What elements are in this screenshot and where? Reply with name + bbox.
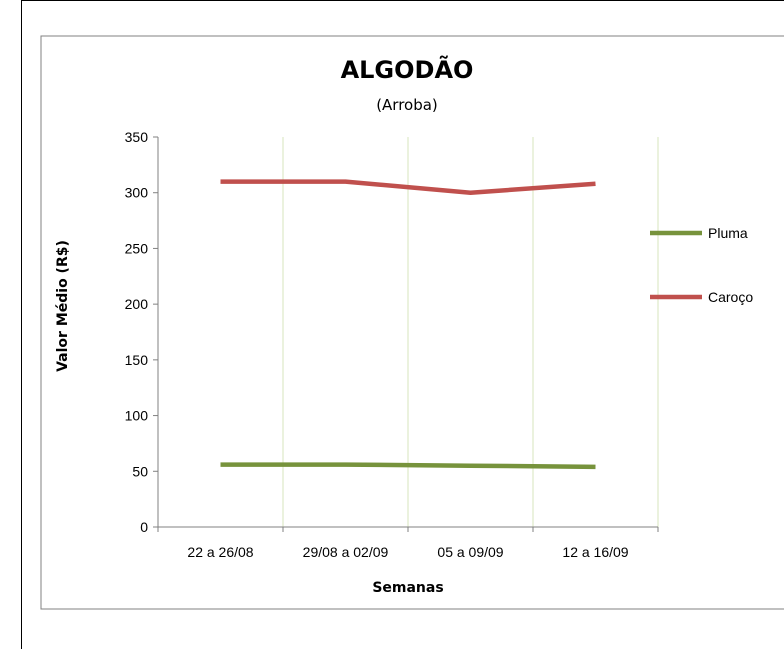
legend-label-0: Pluma — [708, 225, 748, 241]
y-tick-label: 300 — [125, 185, 149, 201]
grid-lines — [282, 137, 659, 527]
series-line-0 — [220, 462, 596, 470]
axes — [153, 136, 659, 532]
y-tick-label: 50 — [132, 463, 148, 479]
x-tick-label: 22 a 26/08 — [187, 544, 253, 560]
y-tick-label: 250 — [125, 240, 149, 256]
series-line-1 — [220, 179, 596, 195]
x-tick-label: 29/08 a 02/09 — [303, 544, 389, 560]
x-tick-label: 05 a 09/09 — [437, 544, 503, 560]
chart-subtitle: (Arroba) — [376, 96, 438, 114]
y-tick-labels: 0 50 100 150 200 250 300 350 — [125, 129, 149, 535]
x-tick-labels: 22 a 26/08 29/08 a 02/09 05 a 09/09 12 a 16… — [187, 544, 628, 560]
chart-area-border — [40, 35, 784, 610]
legend: Pluma Caroço — [650, 225, 753, 305]
chart-title: ALGODÃO — [341, 55, 474, 84]
y-axis-title: Valor Médio (R$) — [55, 240, 71, 372]
x-tick-label: 12 a 16/09 — [562, 544, 628, 560]
y-tick-label: 150 — [125, 352, 149, 368]
legend-label-1: Caroço — [708, 289, 753, 305]
y-tick-label: 0 — [140, 519, 148, 535]
y-tick-label: 350 — [125, 129, 149, 145]
x-axis-title: Semanas — [372, 580, 443, 596]
y-tick-label: 200 — [125, 296, 149, 312]
page-frame — [21, 0, 784, 649]
series-lines — [220, 179, 596, 470]
y-tick-label: 100 — [125, 408, 149, 424]
